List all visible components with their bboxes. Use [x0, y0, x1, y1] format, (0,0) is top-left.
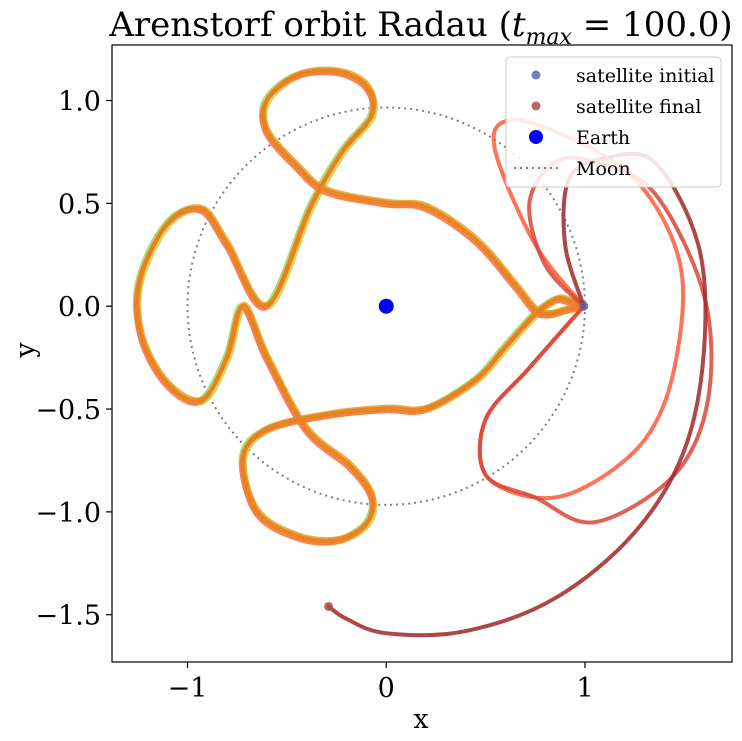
legend-box [505, 56, 722, 188]
legend: satellite initial satellite final Earth Moo… [505, 56, 722, 188]
legend-label: satellite final [576, 96, 701, 118]
y-tick-label: −1.5 [35, 601, 101, 632]
legend-earth-marker [529, 130, 543, 144]
legend-initial-marker [531, 70, 541, 80]
axes: −1 0 1 1.0 0.5 0.0 −0.5 −1.0 −1.5 [35, 44, 733, 704]
y-tick-label: −1.0 [35, 498, 101, 529]
legend-final-marker [531, 101, 541, 111]
y-tick-label: −0.5 [35, 395, 101, 426]
x-tick-label: 1 [576, 673, 593, 704]
y-axis-label: y [10, 342, 41, 359]
stable-trajectory-line [135, 68, 586, 543]
y-tick-label: 1.0 [58, 87, 101, 118]
earth-marker [378, 298, 394, 314]
divergent-trajectory-line [326, 151, 708, 638]
stable-trajectory-line [133, 71, 585, 546]
title-math-var: t [512, 5, 526, 45]
y-tick-label: 0.5 [58, 189, 101, 220]
satellite-initial-marker [579, 301, 589, 311]
legend-label: satellite initial [576, 65, 715, 87]
legend-label: Earth [576, 127, 630, 149]
legend-label: Moon [576, 158, 631, 180]
plot-frame [111, 44, 733, 663]
x-axis-label: x [413, 704, 428, 735]
x-tick-label: 0 [378, 673, 395, 704]
x-tick-label: −1 [168, 673, 208, 704]
title-math-sub: max [526, 25, 573, 50]
title-rest: = 100.0) [572, 5, 733, 45]
title-main: Arenstorf orbit Radau ( [108, 5, 512, 45]
chart-title: Arenstorf orbit Radau (tmax = 100.0) [108, 5, 732, 50]
y-tick-label: 0.0 [58, 292, 101, 323]
satellite-final-marker [324, 601, 334, 611]
